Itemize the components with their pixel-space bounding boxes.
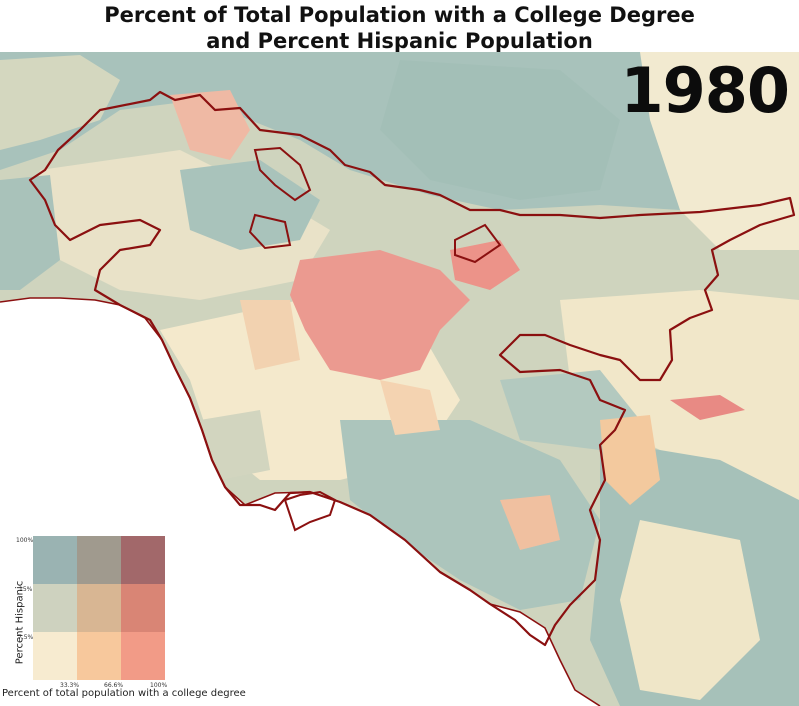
peach-patch-1	[600, 415, 660, 505]
legend-cell-mid-low	[33, 584, 77, 632]
map-title: Percent of Total Population with a Colle…	[0, 2, 799, 54]
legend-grid	[33, 536, 165, 680]
title-line-1: Percent of Total Population with a Colle…	[104, 3, 695, 27]
year-label: 1980	[620, 54, 790, 127]
peach-patch-4	[380, 380, 440, 435]
peach-patch-2	[500, 495, 560, 550]
legend-cell-mid-high	[121, 584, 165, 632]
teal-patch-west	[0, 175, 60, 290]
northeast-cream	[640, 52, 799, 250]
land-area	[0, 52, 799, 706]
title-line-2: and Percent Hispanic Population	[206, 29, 593, 53]
choropleth-map[interactable]	[0, 52, 799, 706]
bivariate-legend: 100% 15% 7.5% 33.3% 66.6% 100% Percent H…	[0, 532, 260, 706]
legend-cell-low-high	[121, 632, 165, 680]
hispanic-core	[290, 250, 470, 380]
southeast-cream	[620, 520, 760, 700]
legend-xtick-66: 66.6%	[104, 682, 124, 689]
harbor-boundary	[283, 490, 337, 532]
hispanic-north	[170, 90, 250, 160]
legend-ytick-100: 100%	[16, 537, 34, 544]
legend-cell-high-high	[121, 536, 165, 584]
legend-cell-low-low	[33, 632, 77, 680]
hispanic-southeast	[670, 395, 745, 420]
legend-cell-mid-mid	[77, 584, 121, 632]
enclave-boundary-1	[253, 146, 312, 202]
northwest-sage	[0, 55, 120, 150]
sage-patch	[200, 410, 270, 480]
enclave-boundary-2	[248, 213, 292, 250]
legend-cell-high-low	[33, 536, 77, 584]
legend-x-axis-label: Percent of total population with a colle…	[2, 688, 246, 699]
san-gabriel-teal	[380, 60, 620, 200]
enclave-boundary-3	[454, 223, 502, 264]
legend-xtick-33: 33.3%	[60, 682, 80, 689]
legend-xtick-100: 100%	[150, 682, 168, 689]
coast-line	[0, 297, 601, 706]
east-cream	[560, 290, 799, 500]
peach-patch-3	[240, 300, 300, 370]
legend-ytick-15: 15%	[19, 586, 33, 593]
hispanic-east	[450, 240, 520, 290]
valley-teal	[180, 160, 320, 250]
legend-cell-high-mid	[77, 536, 121, 584]
legend-y-axis-label: Percent Hispanic	[14, 580, 26, 665]
south-teal	[340, 420, 600, 610]
legend-cell-low-mid	[77, 632, 121, 680]
legend-ytick-7-5: 7.5%	[18, 634, 34, 641]
